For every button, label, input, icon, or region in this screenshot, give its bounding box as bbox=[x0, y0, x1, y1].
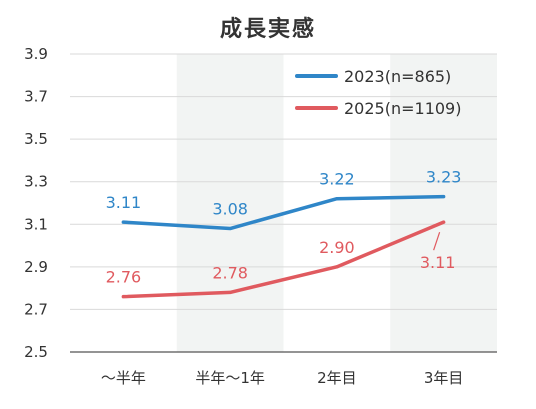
y-tick-label: 2.7 bbox=[24, 300, 48, 318]
series-lines bbox=[121, 194, 446, 299]
shaded-band bbox=[176, 54, 284, 352]
data-label: 3.23 bbox=[426, 168, 462, 187]
y-tick-label: 2.5 bbox=[24, 343, 48, 361]
data-label: 3.11 bbox=[420, 253, 456, 272]
y-tick-label: 3.3 bbox=[24, 173, 48, 191]
data-label: 2.76 bbox=[106, 268, 142, 287]
y-tick-label: 2.9 bbox=[24, 258, 48, 276]
legend-label: 2025(n=1109) bbox=[344, 99, 461, 118]
y-tick-label: 3.9 bbox=[24, 45, 48, 63]
data-label: 2.90 bbox=[319, 238, 355, 257]
legend-label: 2023(n=865) bbox=[344, 67, 451, 86]
x-tick-label: 半年〜1年 bbox=[195, 369, 265, 387]
x-tick-label: 3年目 bbox=[424, 369, 464, 387]
x-tick-label: 〜半年 bbox=[101, 369, 146, 387]
y-axis: 2.5 2.7 2.9 3.1 3.3 3.5 3.7 3.9 bbox=[24, 45, 48, 361]
legend: 2023(n=865) 2025(n=1109) bbox=[295, 67, 461, 118]
data-label: 3.08 bbox=[212, 200, 248, 219]
y-tick-label: 3.7 bbox=[24, 88, 48, 106]
data-label: 3.11 bbox=[106, 193, 142, 212]
series-line bbox=[121, 220, 446, 299]
chart-title: 成長実感 bbox=[220, 16, 316, 42]
y-tick-label: 3.1 bbox=[24, 215, 48, 233]
shaded-band bbox=[390, 54, 497, 352]
y-tick-label: 3.5 bbox=[24, 130, 48, 148]
x-tick-label: 2年目 bbox=[317, 369, 357, 387]
shaded-bands bbox=[176, 54, 497, 352]
series-line bbox=[121, 194, 446, 231]
data-labels: 3.11 3.08 3.22 3.23 2.76 2.78 2.90 3.11 bbox=[106, 168, 462, 287]
data-label: 2.78 bbox=[212, 263, 248, 282]
x-axis: 〜半年 半年〜1年 2年目 3年目 bbox=[70, 351, 497, 387]
data-label: 3.22 bbox=[319, 170, 355, 189]
leader-line bbox=[433, 231, 441, 251]
gridlines bbox=[70, 53, 497, 310]
